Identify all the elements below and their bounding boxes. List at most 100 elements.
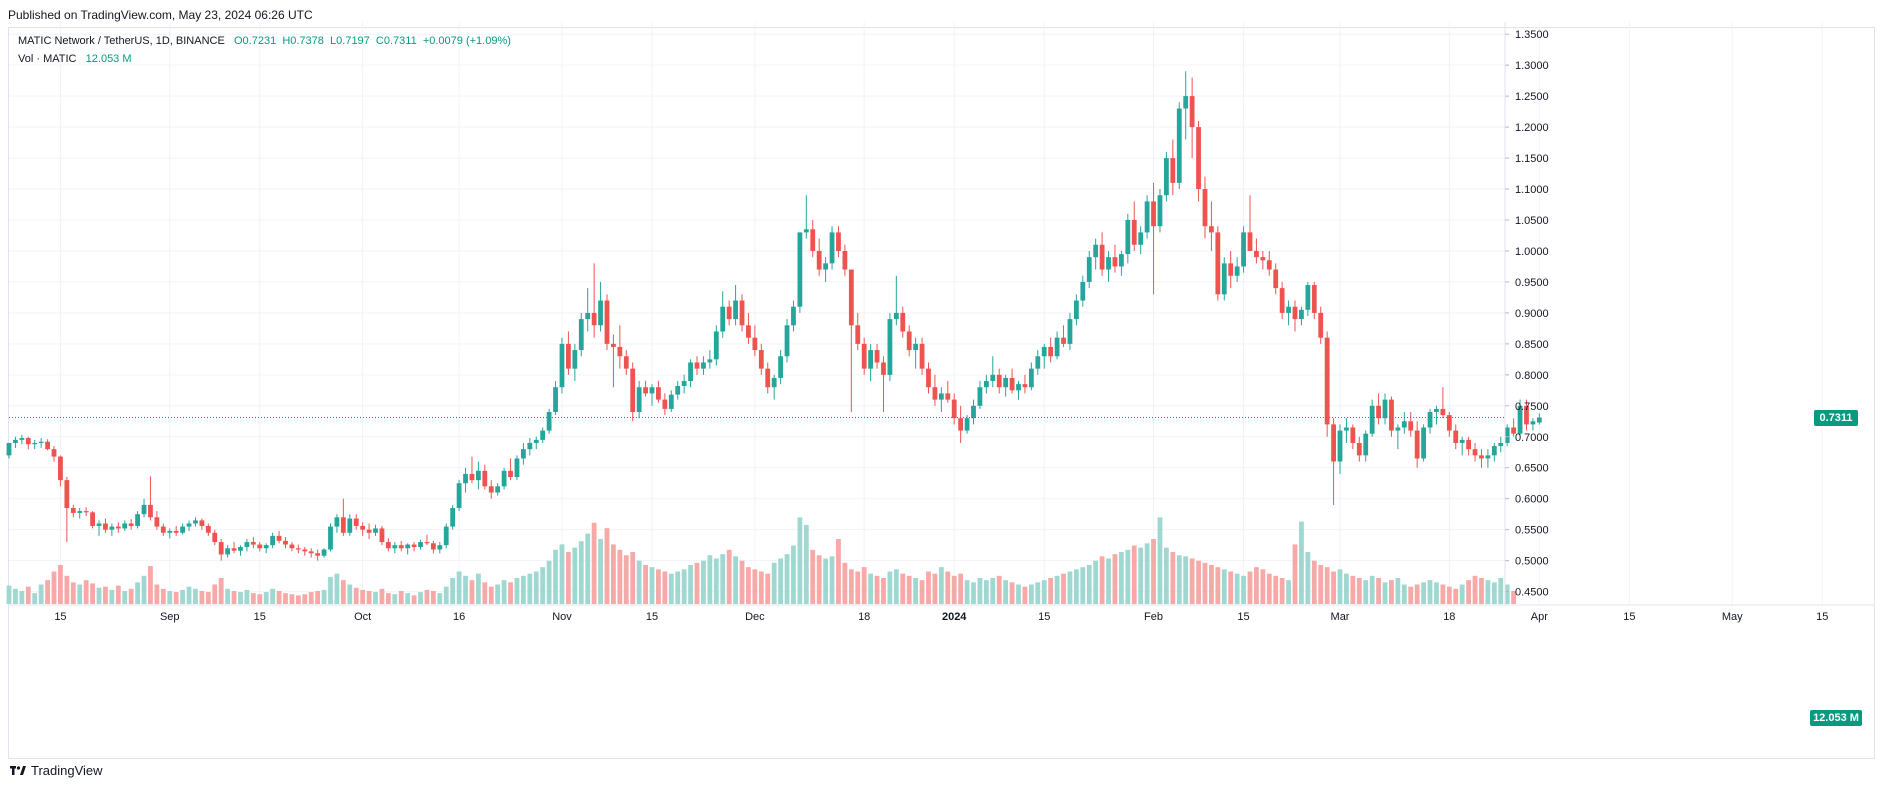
volume-bar [1331, 571, 1336, 604]
volume-bar [1485, 580, 1491, 604]
candle-body [701, 362, 706, 369]
volume-bar [514, 578, 520, 604]
candle [713, 325, 719, 366]
volume-bar [250, 593, 256, 604]
candle [1164, 151, 1169, 202]
candle-body [861, 343, 867, 369]
volume-bar [688, 565, 693, 604]
candle-body [1530, 421, 1536, 425]
candle [855, 312, 861, 351]
candle-body [990, 374, 996, 382]
volume-bar [115, 585, 121, 604]
candle-body [495, 486, 501, 493]
candle-body [1511, 427, 1517, 434]
candle [842, 244, 848, 276]
candle-body [109, 526, 115, 530]
candle [938, 387, 944, 412]
volume-bar [1279, 578, 1285, 604]
candle [1305, 281, 1311, 316]
candle [77, 508, 83, 519]
candle [611, 334, 616, 388]
volume-bar [1356, 578, 1362, 604]
candle-body [913, 343, 919, 351]
volume-bar [308, 592, 314, 604]
volume-bar [38, 584, 44, 604]
last-volume-badge: 12.053 M [1810, 710, 1862, 726]
volume-bar [816, 555, 822, 604]
footer-brand[interactable]: TradingView [10, 763, 103, 778]
candle-body [488, 486, 494, 493]
candle [1356, 436, 1362, 462]
candle [617, 325, 623, 369]
candle [167, 528, 173, 539]
candle-body [96, 523, 102, 526]
candle-body [379, 528, 385, 543]
candle [276, 530, 282, 544]
candle-body [720, 306, 726, 332]
candle [945, 381, 951, 403]
candle [1344, 418, 1349, 443]
chart-frame[interactable] [8, 27, 1875, 759]
volume-bar [1382, 582, 1388, 604]
candle-body [585, 312, 591, 320]
candle [836, 226, 841, 258]
candle [1035, 350, 1041, 375]
candle-body [591, 312, 597, 326]
volume-bar [829, 556, 835, 604]
y-tick-label: 0.5500 [1515, 525, 1549, 537]
volume-bar [1305, 552, 1311, 604]
candle [958, 405, 964, 443]
time-axis: 15 Sep 15 Oct 16 Nov 15 Dec 18 2024 15 Feb 15 Mar 18 Ap… [9, 604, 1875, 623]
candle [1157, 189, 1163, 233]
candle-body [347, 518, 353, 533]
candle-body [1427, 412, 1433, 428]
volume-bar [424, 589, 430, 604]
volume-bar [1028, 584, 1034, 604]
volume-bar [591, 522, 597, 604]
volume-bar [681, 569, 687, 604]
candle-body [1176, 108, 1182, 183]
candle [1048, 337, 1054, 363]
x-tick-label: 18 [1443, 611, 1455, 623]
volume-bar [546, 560, 552, 604]
candle [1260, 250, 1266, 270]
candle [791, 300, 796, 332]
candle [1144, 195, 1150, 239]
candle [263, 543, 269, 554]
x-tick-label: 15 [254, 611, 266, 623]
volume-bar [1459, 584, 1465, 604]
y-tick-label: 0.6000 [1515, 494, 1549, 506]
candle [411, 542, 417, 552]
volume-bar [508, 582, 513, 604]
volume-bar [855, 571, 861, 604]
candle-body [83, 511, 89, 513]
candle-body [1479, 455, 1484, 459]
candle-body [578, 319, 584, 351]
volume-bar [1273, 575, 1279, 604]
candle [270, 532, 276, 549]
x-tick-label: 15 [1038, 611, 1050, 623]
candle [456, 480, 462, 512]
volume-bar [675, 571, 681, 604]
candle [1395, 424, 1401, 450]
x-tick-label: 15 [54, 611, 66, 623]
candle-body [874, 350, 880, 363]
candle-body [829, 232, 835, 264]
candle [990, 356, 996, 388]
volume-bar [1337, 569, 1343, 604]
ohlc-change: +0.0079 (+1.09%) [422, 35, 511, 47]
candle-body [1440, 408, 1446, 416]
candle [475, 461, 481, 490]
volume-bar [1344, 573, 1349, 604]
candle [861, 337, 867, 375]
candle-body [823, 263, 829, 270]
volume-bar [135, 582, 140, 604]
candle [720, 291, 726, 338]
candle-body [385, 542, 391, 549]
volume-bar [1080, 567, 1086, 604]
published-caption: Published on TradingView.com, May 23, 20… [8, 8, 313, 22]
x-tick-label: 15 [1623, 611, 1635, 623]
volume-bar [1170, 552, 1176, 604]
volume-bar [643, 565, 648, 604]
